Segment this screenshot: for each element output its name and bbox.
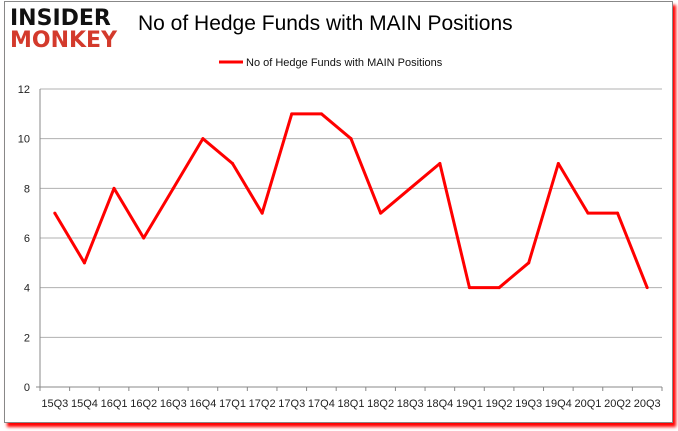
data-point (616, 211, 620, 215)
y-tick-label: 12 (18, 84, 30, 96)
x-tick-label: 16Q3 (160, 398, 187, 410)
x-tick-label: 16Q2 (130, 398, 157, 410)
y-tick-label: 6 (24, 233, 30, 245)
data-point (438, 162, 442, 165)
chart-title: No of Hedge Funds with MAIN Positions (138, 12, 513, 35)
data-point (408, 186, 412, 190)
data-point (527, 261, 531, 265)
x-tick-label: 15Q4 (71, 398, 98, 410)
x-tick-label: 19Q4 (545, 398, 572, 410)
data-point (319, 112, 323, 116)
data-point (142, 236, 146, 240)
data-point (82, 261, 86, 265)
data-point (201, 137, 205, 141)
data-point (349, 137, 353, 141)
data-point (112, 186, 116, 190)
data-point (586, 211, 590, 215)
x-tick-label: 19Q2 (486, 398, 513, 410)
x-tick-label: 20Q2 (604, 398, 631, 410)
logo-line1: INSIDER (10, 6, 111, 31)
x-tick-label: 18Q2 (367, 398, 394, 410)
data-point (497, 286, 501, 290)
data-point (231, 162, 235, 165)
chart-frame (4, 1, 673, 423)
data-point (556, 162, 560, 165)
x-tick-label: 18Q3 (397, 398, 424, 410)
data-point (645, 286, 649, 290)
y-tick-label: 8 (24, 183, 30, 195)
x-tick-label: 16Q4 (189, 398, 216, 410)
y-tick-label: 4 (24, 283, 30, 295)
x-tick-label: 18Q4 (426, 398, 453, 410)
x-tick-label: 20Q1 (574, 398, 601, 410)
y-tick-label: 10 (18, 134, 30, 146)
x-tick-label: 16Q1 (101, 398, 128, 410)
x-tick-label: 17Q2 (249, 398, 276, 410)
data-point (290, 112, 294, 116)
y-tick-label: 2 (24, 332, 30, 344)
x-tick-label: 19Q1 (456, 398, 483, 410)
data-point (260, 211, 264, 215)
x-tick-label: 17Q1 (219, 398, 246, 410)
x-tick-label: 17Q4 (308, 398, 335, 410)
logo-line2: MONKEY (10, 28, 118, 53)
y-tick-label: 0 (24, 382, 30, 394)
data-point (171, 186, 175, 190)
insider-monkey-logo: INSIDER MONKEY (10, 8, 117, 52)
x-tick-label: 15Q3 (41, 398, 68, 410)
x-tick-label: 18Q1 (338, 398, 365, 410)
data-point (53, 211, 57, 215)
x-tick-label: 19Q3 (515, 398, 542, 410)
data-point (467, 286, 471, 290)
x-tick-label: 17Q3 (278, 398, 305, 410)
data-point (379, 211, 383, 215)
x-tick-label: 20Q3 (634, 398, 661, 410)
legend: No of Hedge Funds with MAIN Positions (219, 57, 443, 69)
legend-label: No of Hedge Funds with MAIN Positions (246, 57, 443, 69)
